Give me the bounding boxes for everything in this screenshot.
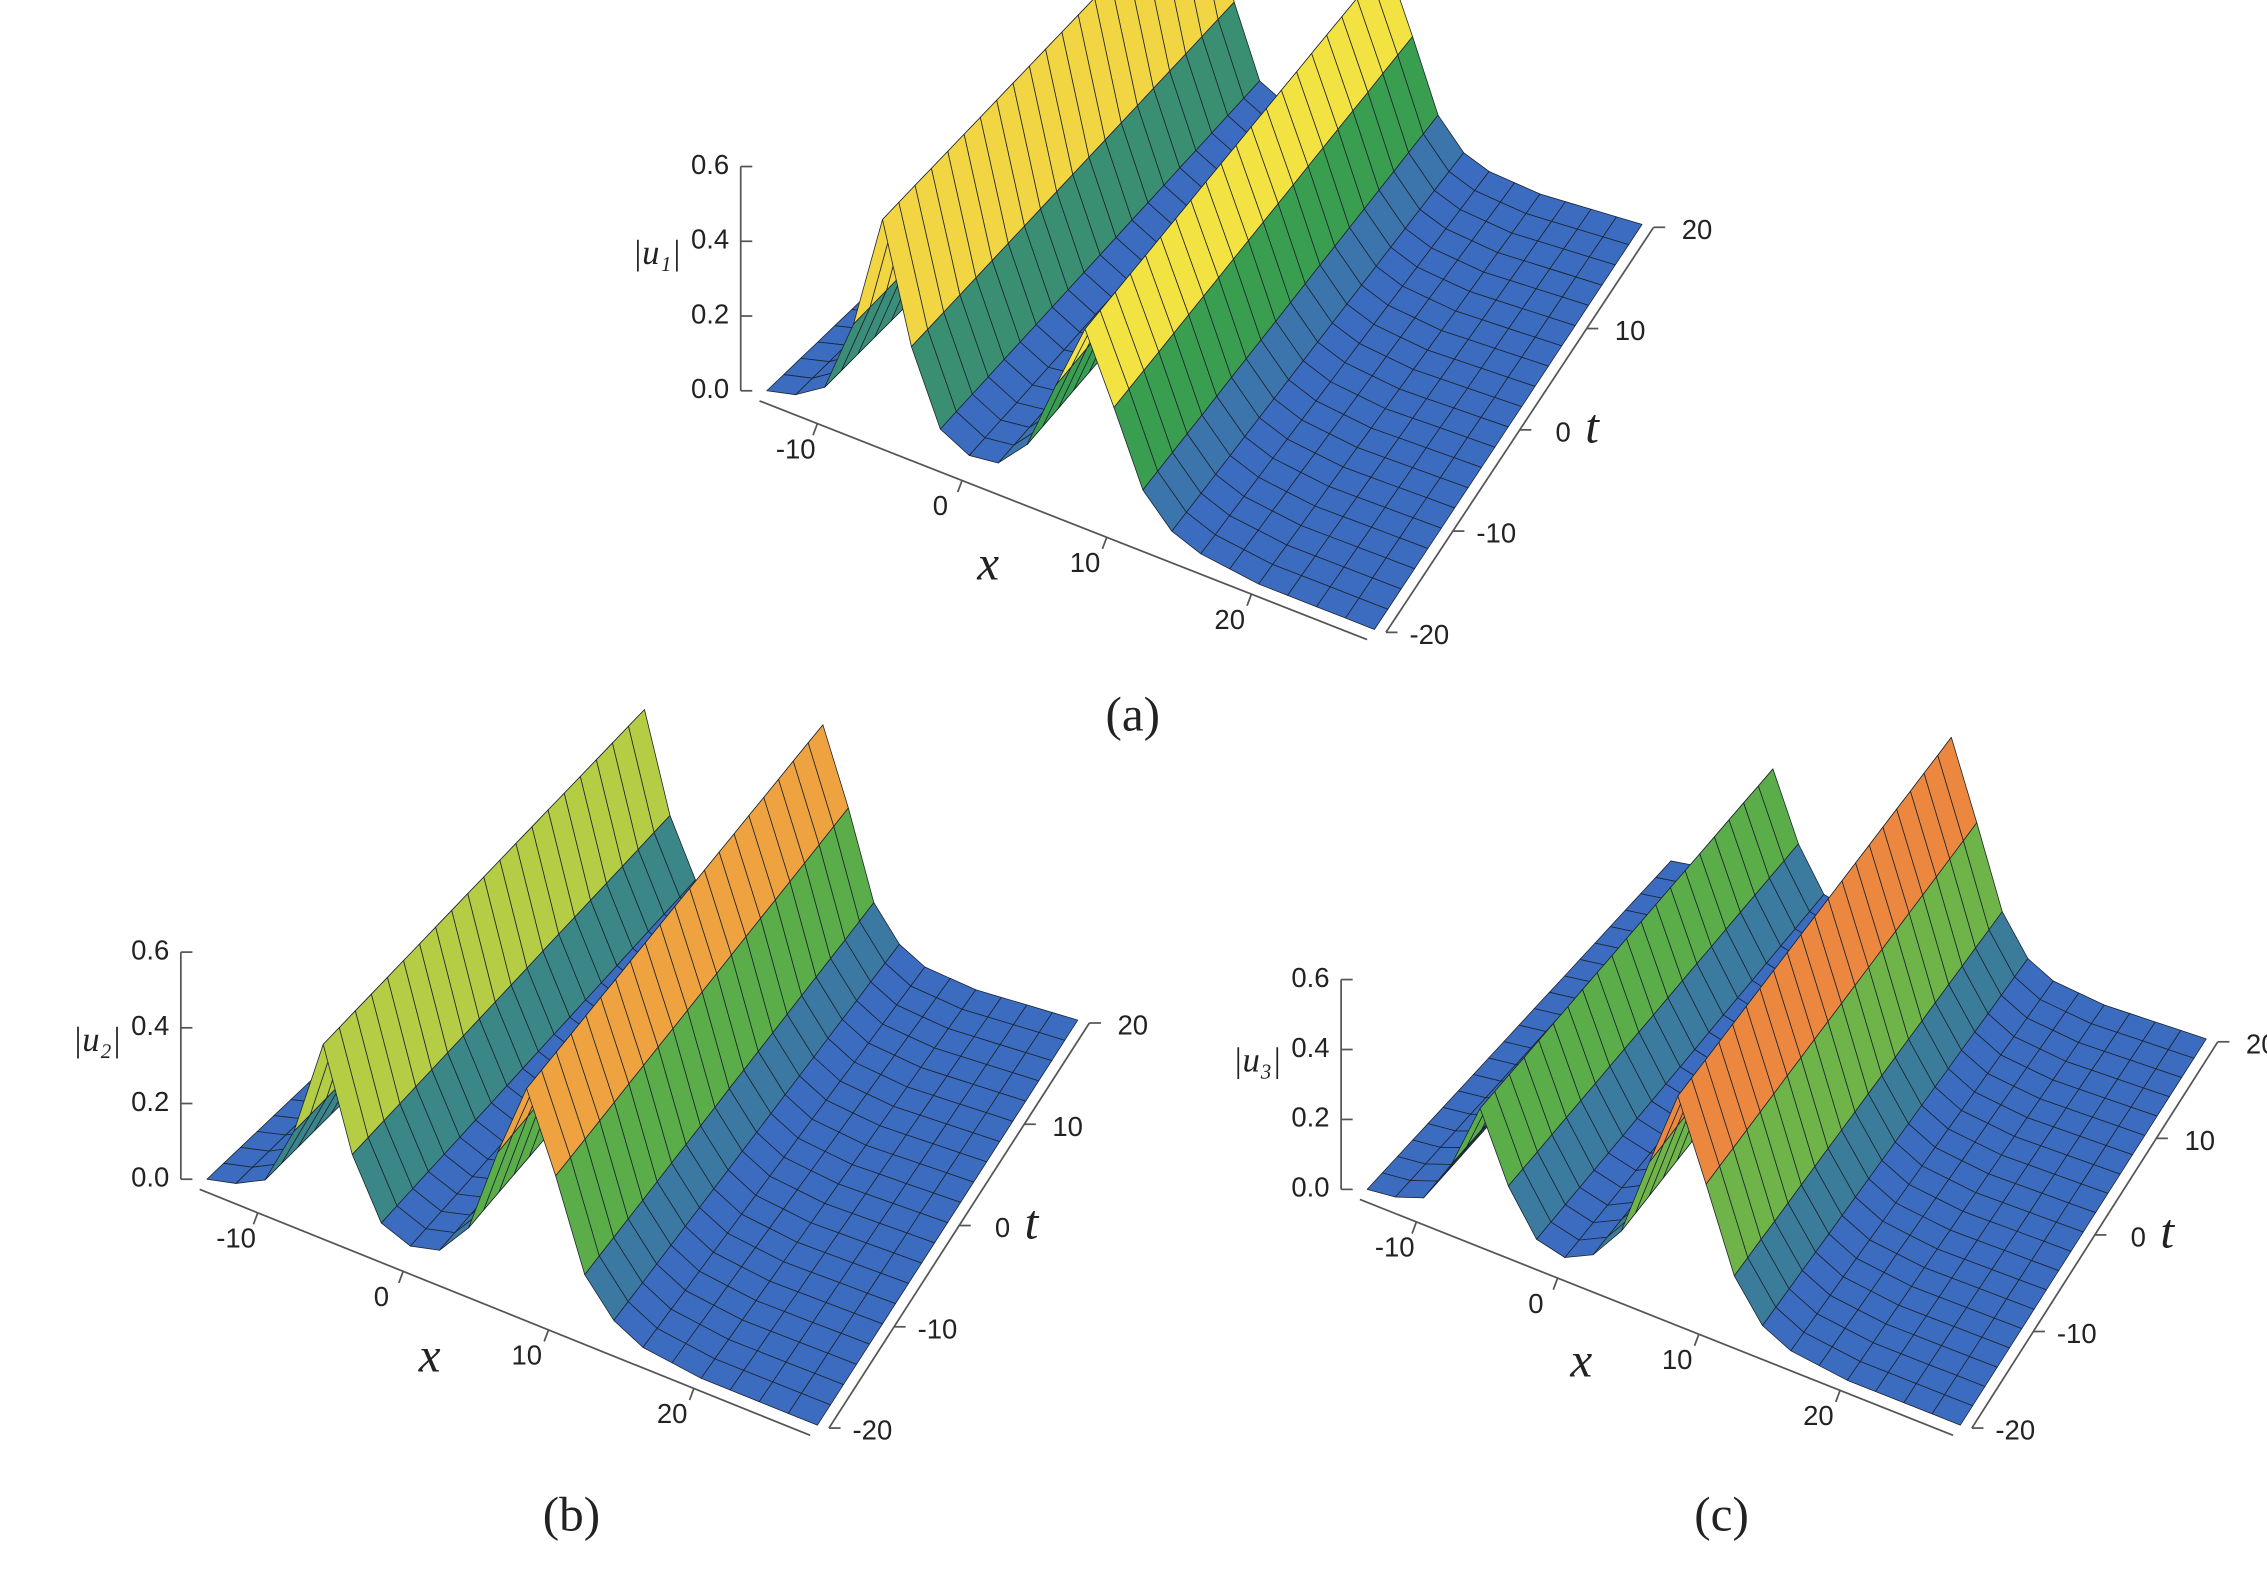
z-tick-label: 0.0 [131,1161,169,1192]
z-tick-label: 0.2 [131,1086,169,1117]
x-axis-line [1359,1198,1954,1437]
x-axis-line [759,400,1368,641]
y-axis-title: t [1585,399,1600,454]
z-tick-label: 0.4 [691,224,729,255]
x-tick-label: 0 [374,1281,389,1312]
x-tick [1552,1277,1559,1290]
surface-plot: -10 0 10 20 -20 -10 0 10 20 0.0 0.2 0.4 0.6 x t |u₂| (b) [73,709,1148,1541]
z-tick-label: 0.2 [691,298,729,329]
x-axis-title: x [976,535,999,590]
x-tick-label: 10 [1662,1344,1693,1375]
x-tick [1834,1390,1841,1403]
z-tick-label: 0.2 [1291,1102,1329,1133]
x-tick-label: 10 [1070,547,1101,578]
x-tick-label: 10 [512,1340,543,1371]
x-tick-label: 0 [933,490,948,521]
surface-patch [1931,1394,1973,1426]
y-tick-label: -10 [918,1313,958,1344]
x-tick [688,1388,695,1401]
x-tick [543,1329,550,1342]
y-tick-label: 0 [1556,416,1571,447]
y-tick-label: -10 [1476,518,1516,549]
x-tick-label: 20 [657,1398,688,1429]
z-tick-label: 0.6 [691,149,729,180]
x-tick-label: -10 [776,433,816,464]
z-tick-label: 0.0 [1291,1172,1329,1203]
y-tick-label: -20 [1410,619,1450,650]
z-tick-label: 0.6 [1291,962,1329,993]
x-tick-label: 20 [1214,604,1245,635]
panel-label: (a) [1105,686,1160,741]
x-tick [252,1212,259,1225]
y-tick-label: 0 [2131,1222,2146,1253]
y-tick-label: -20 [853,1415,893,1446]
x-tick [956,480,963,493]
y-tick-label: 20 [1117,1010,1148,1041]
z-axis-title: |u₁| [633,233,682,272]
z-tick-label: 0.4 [1291,1032,1329,1063]
panel-label: (c) [1694,1486,1749,1541]
x-tick-label: 20 [1803,1400,1834,1431]
y-tick-label: 10 [1615,315,1646,346]
x-tick [1693,1333,1700,1347]
y-tick-label: -10 [2057,1318,2097,1349]
z-axis-title: |u₂| [73,1020,122,1059]
z-tick-label: 0.0 [691,373,729,404]
x-tick [1411,1221,1418,1234]
panel-label: (b) [543,1486,600,1541]
y-tick-label: 10 [2184,1125,2215,1156]
y-axis-title: t [1025,1194,1040,1249]
x-tick-label: -10 [1375,1232,1415,1263]
x-axis-line [199,1188,811,1437]
x-tick-label: 0 [1528,1288,1543,1319]
y-tick-label: -20 [1995,1415,2035,1446]
surface-plot: -10 0 10 20 -20 -10 0 10 20 0.0 0.2 0.4 0.6 x t |u₃| (c) [1233,737,2267,1541]
surface-patch [1345,597,1389,630]
x-tick-label: -10 [216,1223,256,1254]
surface-plot: -10 0 10 20 -20 -10 0 10 20 0.0 0.2 0.4 0.6 x t |u₁| (a) [633,0,1713,741]
y-tick-label: 10 [1052,1111,1083,1142]
z-tick-label: 0.6 [131,934,169,965]
x-tick [812,423,819,436]
x-tick [1101,536,1108,550]
x-tick [1246,593,1253,607]
y-tick-label: 20 [1682,214,1713,245]
y-axis-title: t [2160,1204,2175,1259]
x-axis-title: x [1569,1332,1592,1387]
y-tick-label: 0 [995,1212,1010,1243]
z-tick-label: 0.4 [131,1010,169,1041]
x-axis-title: x [418,1327,441,1382]
y-tick-label: 20 [2246,1028,2267,1059]
x-tick [397,1271,404,1284]
surface-patch [787,1392,831,1426]
z-axis-title: |u₃| [1233,1040,1282,1079]
